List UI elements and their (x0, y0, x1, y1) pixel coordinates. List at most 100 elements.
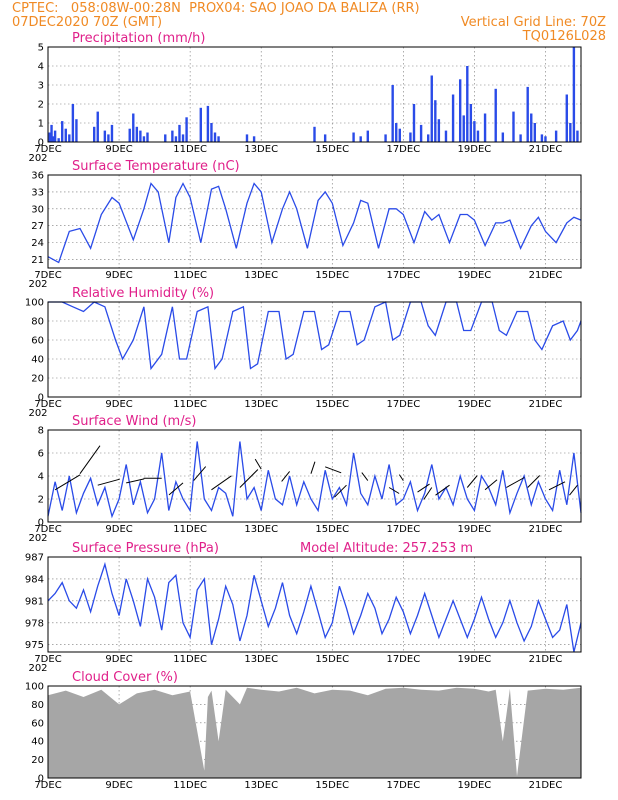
wind-arrow (310, 461, 316, 474)
precip-bar (419, 124, 423, 142)
cloud-xtick-label: 19DEC (458, 780, 492, 791)
wind-arrow (211, 475, 232, 491)
precip-bar (142, 136, 146, 142)
rh-xtick-label: 17DEC (386, 399, 420, 410)
temp-ytick-label: 30 (31, 204, 44, 215)
precip-bar (451, 94, 455, 142)
cloud-ytick-label: 60 (31, 718, 44, 729)
wind-arrow (334, 484, 347, 498)
precip-bar (171, 130, 174, 142)
precip-bar (110, 124, 114, 142)
precip-bar (92, 126, 96, 142)
precip-xtick-label: 11DEC (173, 144, 207, 155)
precip-bar (412, 104, 416, 142)
cloud-ytick-label: 80 (31, 700, 44, 711)
pres-ytick-label: 978 (25, 618, 44, 629)
cloud-xtick-label: 21DEC (529, 780, 563, 791)
wind-arrow (569, 484, 578, 496)
pres-subtitle: Model Altitude: 257.253 m (300, 541, 473, 556)
rh-ytick-label: 0 (38, 393, 44, 404)
temp-frame (47, 174, 582, 269)
wind-xtick-label: 21DEC (529, 524, 563, 535)
precip-bar (48, 132, 51, 142)
rh-ytick-label: 60 (31, 336, 44, 347)
precip-bar (64, 128, 67, 142)
cloud-area (48, 687, 581, 778)
precip-bar (50, 124, 53, 142)
precip-bar (174, 136, 178, 142)
precip-bar (466, 66, 469, 142)
precip-bar (501, 132, 505, 142)
wind-arrow (193, 466, 207, 481)
precip-bar (473, 121, 476, 142)
precip-bar (199, 107, 202, 142)
precip-ytick-label: 4 (38, 62, 44, 73)
pres-xtick-label: 13DEC (244, 654, 278, 665)
temp-panel: Surface Temperature (nC) 21 24 27 30 33 36 7DEC… (28, 159, 582, 290)
precip-xtick-label: 17DEC (386, 144, 420, 155)
precip-bar (52, 136, 55, 142)
precip-bar (409, 132, 412, 142)
header-station: CPTEC: 058:08W-00:28N PROX04: SAO JOAO D… (12, 1, 420, 16)
precip-bar (458, 79, 462, 142)
wind-arrow (506, 477, 525, 488)
cloud-ytick-label: 100 (25, 682, 44, 693)
wind-arrow (527, 475, 541, 488)
cloud-title: Cloud Cover (%) (72, 670, 178, 685)
precip-xtick-label: 9DEC (105, 144, 132, 155)
wind-arrow (126, 478, 145, 484)
rh-xtick-label: 9DEC (105, 399, 132, 410)
wind-arrow (548, 481, 566, 491)
precip-bar (540, 134, 544, 142)
pres-ytick-label: 987 (25, 553, 44, 564)
header-model-id: TQ0126L028 (522, 29, 606, 44)
rh-xtick-label: 15DEC (315, 399, 349, 410)
precip-bar (462, 115, 465, 142)
rh-ytick-label: 40 (31, 355, 44, 366)
rh-ytick-label: 80 (31, 317, 44, 328)
precip-bar (469, 104, 473, 142)
wind-panel: Surface Wind (m/s) 0 2 4 6 8 7DEC 9DEC 11DEC 13DE… (28, 414, 582, 544)
wind-series-line (47, 441, 582, 519)
pres-xtick-label: 9DEC (105, 654, 132, 665)
pres-frame (47, 556, 582, 653)
precip-bar (252, 136, 256, 142)
wind-arrow (324, 466, 342, 474)
wind-xtick-label: 15DEC (315, 524, 349, 535)
precip-bar (245, 134, 249, 142)
wind-arrow (388, 487, 400, 494)
precip-xtick-label: 21DEC (529, 144, 563, 155)
precip-bar (103, 130, 107, 142)
wind-xtick-label: 19DEC (458, 524, 492, 535)
precip-ytick-label: 5 (38, 43, 44, 54)
precip-bar (96, 111, 99, 142)
rh-xtick-label: 21DEC (529, 399, 563, 410)
wind-xtick-label: 11DEC (173, 524, 207, 535)
wind-arrow (435, 484, 450, 496)
precip-xtick-label: 7DEC (34, 144, 61, 155)
precip-bar (554, 130, 558, 142)
cloud-frame (47, 685, 582, 779)
temp-xtick-label: 9DEC (105, 270, 132, 281)
wind-arrow (54, 474, 81, 491)
cloud-ytick-label: 0 (38, 774, 44, 785)
precip-bar (132, 113, 135, 142)
header-date: 07DEC2020 70Z (GMT) (12, 15, 163, 30)
precip-bar (565, 94, 568, 142)
precip-bar (395, 123, 398, 142)
wind-arrow (254, 458, 262, 470)
cloud-panel: Cloud Cover (%) 0 20 40 60 80 100 7DEC 9DEC 11DEC… (25, 670, 582, 791)
precip-bar (437, 119, 441, 142)
precip-bar (146, 132, 149, 142)
precip-xtick-label: 19DEC (458, 144, 492, 155)
pres-xtick-label: 17DEC (386, 654, 420, 665)
precip-bar (71, 104, 75, 142)
temp-ytick-label: 21 (31, 255, 44, 266)
wind-ytick-label: 2 (38, 495, 44, 506)
rh-ytick-label: 20 (31, 374, 44, 385)
rh-title: Relative Humidity (%) (72, 286, 214, 301)
wind-xtick-label: 9DEC (105, 524, 132, 535)
precip-bar (164, 134, 167, 142)
rh-xtick-label: 19DEC (458, 399, 492, 410)
